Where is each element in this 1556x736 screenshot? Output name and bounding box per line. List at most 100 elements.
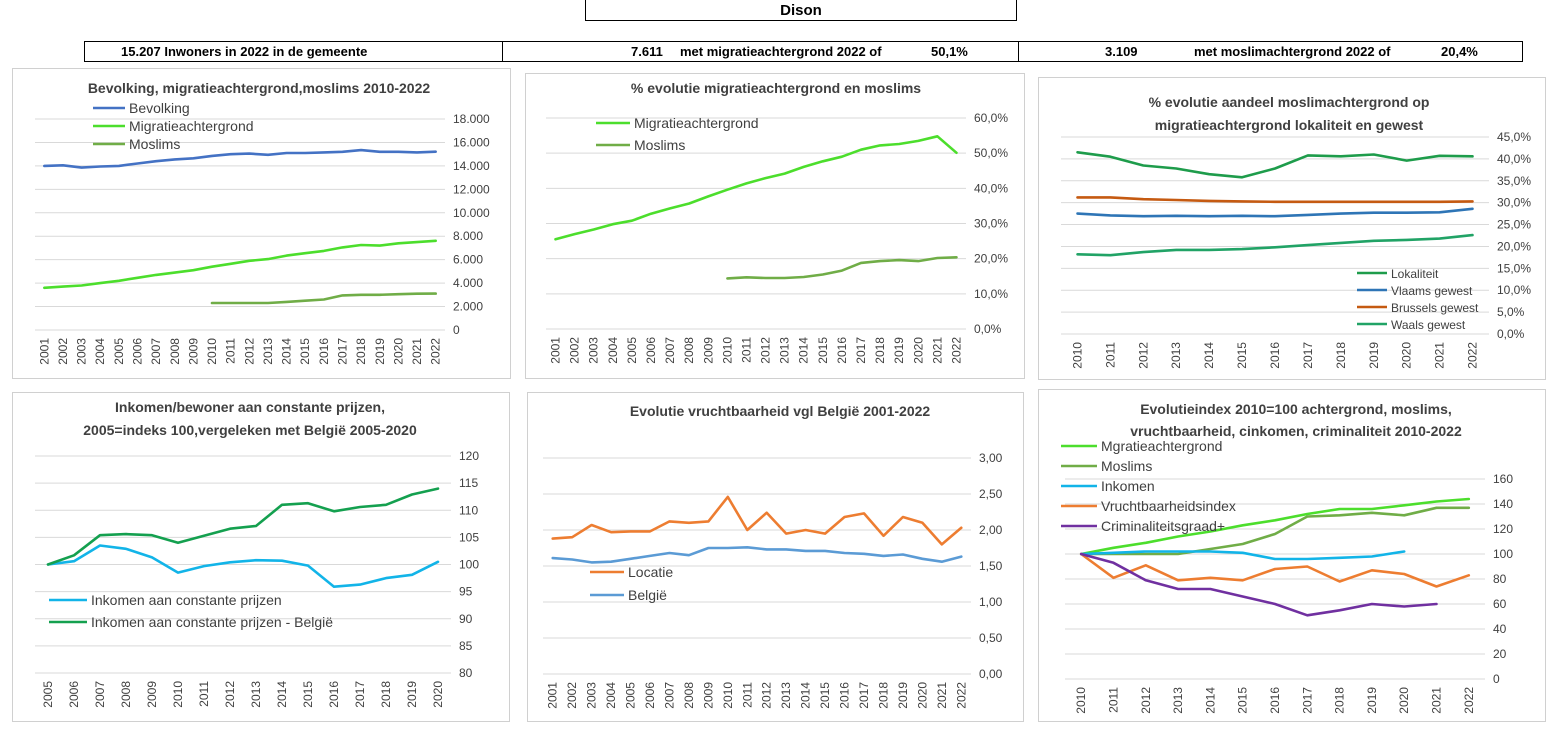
y-tick-label: 10.000 [453, 206, 490, 220]
x-tick-label: 2012 [760, 682, 774, 709]
x-tick-label: 2008 [119, 681, 133, 708]
legend-label-bevolking: Bevolking [129, 100, 190, 116]
y-tick-label: 8.000 [453, 229, 483, 243]
x-tick-label: 2011 [740, 682, 754, 708]
legend-label-brussels-gewest: Brussels gewest [1391, 301, 1479, 315]
chart-title: migratieachtergrond lokaliteit en gewest [1155, 117, 1424, 133]
x-tick-label: 2019 [373, 338, 387, 365]
x-tick-label: 2005 [112, 338, 126, 365]
y-tick-label: 18.000 [453, 112, 490, 126]
x-tick-label: 2011 [739, 337, 753, 363]
series-line-inkomen-aan-constante-prijzen [46, 544, 440, 588]
y-tick-label: 60,0% [974, 111, 1008, 125]
y-tick-label: 105 [459, 530, 479, 544]
y-tick-label: 60 [1493, 597, 1507, 611]
legend-label-moslims: Moslims [1101, 458, 1152, 474]
x-tick-label: 2014 [280, 338, 294, 365]
muslim-count: 3.109 [1105, 44, 1138, 59]
x-tick-label: 2016 [327, 681, 341, 708]
x-tick-label: 2016 [838, 682, 852, 709]
y-tick-label: 80 [1493, 572, 1507, 586]
series-line-inkomen-aan-constante-prijzen-belgi [46, 487, 440, 566]
x-tick-label: 2019 [896, 682, 910, 709]
x-tick-label: 2010 [205, 338, 219, 365]
x-tick-label: 2019 [1365, 687, 1379, 714]
x-tick-label: 2012 [1139, 687, 1153, 714]
x-tick-label: 2020 [915, 682, 929, 709]
x-tick-label: 2005 [41, 681, 55, 708]
legend-label-migratieachtergrond: Migratieachtergrond [129, 118, 254, 134]
chart-title: Inkomen/bewoner aan constante prijzen, [115, 399, 385, 415]
x-tick-label: 2013 [1169, 342, 1183, 369]
y-tick-label: 6.000 [453, 253, 483, 267]
x-tick-label: 2014 [275, 681, 289, 708]
x-tick-label: 2018 [354, 338, 368, 365]
x-tick-label: 2006 [644, 337, 658, 364]
x-tick-label: 2022 [429, 338, 443, 365]
series-line-criminaliteitsgraad [1079, 552, 1438, 617]
x-tick-label: 2008 [168, 338, 182, 365]
x-tick-label: 2015 [301, 681, 315, 708]
x-tick-label: 2011 [1103, 342, 1117, 368]
y-tick-label: 40 [1493, 622, 1507, 636]
x-tick-label: 2018 [873, 337, 887, 364]
y-tick-label: 3,00 [979, 451, 1003, 465]
x-tick-label: 2016 [317, 338, 331, 365]
migration-count: 7.611 [631, 44, 663, 59]
chart-title: % evolutie migratieachtergrond en moslim… [631, 80, 921, 96]
y-tick-label: 1,00 [979, 595, 1003, 609]
chart-fertility: Evolutie vruchtbaarheid vgl België 2001-… [543, 403, 1003, 709]
y-tick-label: 0 [1493, 672, 1500, 686]
x-tick-label: 2011 [1106, 687, 1120, 713]
x-tick-label: 2021 [410, 338, 424, 365]
migration-percent: 50,1% [931, 44, 968, 59]
chart-title: % evolutie aandeel moslimachtergrond op [1149, 94, 1430, 110]
y-tick-label: 115 [459, 476, 478, 490]
x-tick-label: 2007 [93, 681, 107, 708]
x-tick-label: 2021 [930, 337, 944, 364]
y-tick-label: 0,0% [1497, 327, 1525, 341]
x-tick-label: 2008 [682, 337, 696, 364]
x-tick-label: 2002 [56, 338, 70, 365]
x-tick-label: 2016 [835, 337, 849, 364]
y-tick-label: 100 [1493, 547, 1513, 561]
x-tick-label: 2017 [1301, 342, 1315, 369]
series-line-moslims [1079, 506, 1471, 556]
chart-title: 2005=indeks 100,vergeleken met België 20… [83, 422, 417, 438]
y-tick-label: 160 [1493, 472, 1513, 486]
x-tick-label: 2022 [1466, 342, 1480, 369]
x-tick-label: 2014 [799, 682, 813, 709]
legend-label-moslims: Moslims [129, 136, 180, 152]
x-tick-label: 2009 [145, 681, 159, 708]
legend-label-inkomen-aan-constante-prijzen-belgi: Inkomen aan constante prijzen - België [91, 614, 333, 630]
series-line-inkomen [1079, 550, 1406, 561]
x-tick-label: 2008 [682, 682, 696, 709]
x-tick-label: 2013 [249, 681, 263, 708]
x-tick-label: 2007 [663, 337, 677, 364]
x-tick-label: 2012 [759, 337, 773, 364]
chart-panel-population: Bevolking, migratieachtergrond,moslims 2… [12, 68, 511, 379]
x-tick-label: 2018 [1334, 342, 1348, 369]
x-tick-label: 2006 [131, 338, 145, 365]
legend-label-vlaams-gewest: Vlaams gewest [1391, 284, 1473, 298]
x-tick-label: 2020 [1400, 342, 1414, 369]
series-line-moslims [210, 292, 437, 305]
y-tick-label: 50,0% [974, 146, 1008, 160]
x-tick-label: 2022 [949, 337, 963, 364]
y-tick-label: 20 [1493, 647, 1507, 661]
y-tick-label: 100 [459, 558, 479, 572]
x-tick-label: 2003 [75, 338, 89, 365]
x-tick-label: 2001 [549, 337, 563, 364]
x-tick-label: 2003 [585, 682, 599, 709]
y-tick-label: 4.000 [453, 276, 483, 290]
x-tick-label: 2017 [1300, 687, 1314, 714]
y-tick-label: 5,0% [1497, 305, 1525, 319]
divider [502, 42, 503, 61]
x-tick-label: 2002 [565, 682, 579, 709]
x-tick-label: 2003 [587, 337, 601, 364]
x-tick-label: 2006 [67, 681, 81, 708]
y-tick-label: 30,0% [1497, 196, 1531, 210]
chart-title: vruchtbaarheid, cinkomen, criminaliteit … [1130, 423, 1462, 439]
chart-title: Evolutieindex 2010=100 achtergrond, mosl… [1140, 401, 1452, 417]
x-tick-label: 2019 [1367, 342, 1381, 369]
